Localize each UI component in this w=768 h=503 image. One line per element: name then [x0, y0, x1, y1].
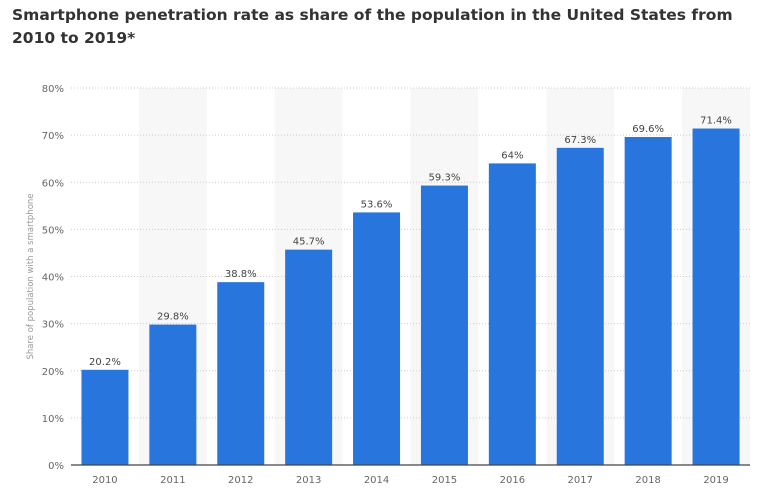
data-label: 59.3%: [429, 173, 461, 184]
y-tick-label: 80%: [42, 84, 64, 95]
y-tick-label: 70%: [42, 131, 64, 142]
bar: [217, 282, 265, 465]
data-label: 53.6%: [361, 199, 393, 210]
x-tick-label: 2010: [92, 475, 117, 486]
y-tick-label: 0%: [48, 461, 64, 472]
y-tick-label: 10%: [42, 414, 64, 425]
data-label: 38.8%: [225, 269, 257, 280]
bar: [488, 163, 536, 465]
bar: [149, 324, 197, 465]
y-tick-label: 40%: [42, 273, 64, 284]
x-tick-label: 2011: [160, 475, 185, 486]
x-tick-label: 2015: [432, 475, 457, 486]
data-label: 20.2%: [89, 357, 121, 368]
y-tick-label: 50%: [42, 225, 64, 236]
data-label: 64%: [501, 150, 523, 161]
data-label: 67.3%: [564, 135, 596, 146]
y-axis-label: Share of population with a smartphone: [26, 193, 36, 359]
x-tick-label: 2012: [228, 475, 253, 486]
y-tick-label: 60%: [42, 178, 64, 189]
bar: [692, 128, 740, 465]
y-tick-label: 20%: [42, 367, 64, 378]
data-label: 71.4%: [700, 116, 732, 127]
x-tick-label: 2018: [635, 475, 660, 486]
chart-title: Smartphone penetration rate as share of …: [12, 6, 733, 47]
x-tick-label: 2013: [296, 475, 321, 486]
x-tick-label: 2019: [703, 475, 728, 486]
bar: [285, 249, 333, 465]
y-tick-label: 30%: [42, 320, 64, 331]
bar: [624, 137, 672, 465]
data-label: 29.8%: [157, 312, 189, 323]
x-tick-label: 2014: [364, 475, 389, 486]
data-label: 69.6%: [632, 124, 664, 135]
x-tick-label: 2016: [500, 475, 525, 486]
bar: [556, 147, 604, 465]
bar: [81, 369, 129, 465]
bar: [353, 212, 401, 465]
data-label: 45.7%: [293, 237, 325, 248]
bar: [420, 185, 468, 465]
x-tick-label: 2017: [568, 475, 593, 486]
